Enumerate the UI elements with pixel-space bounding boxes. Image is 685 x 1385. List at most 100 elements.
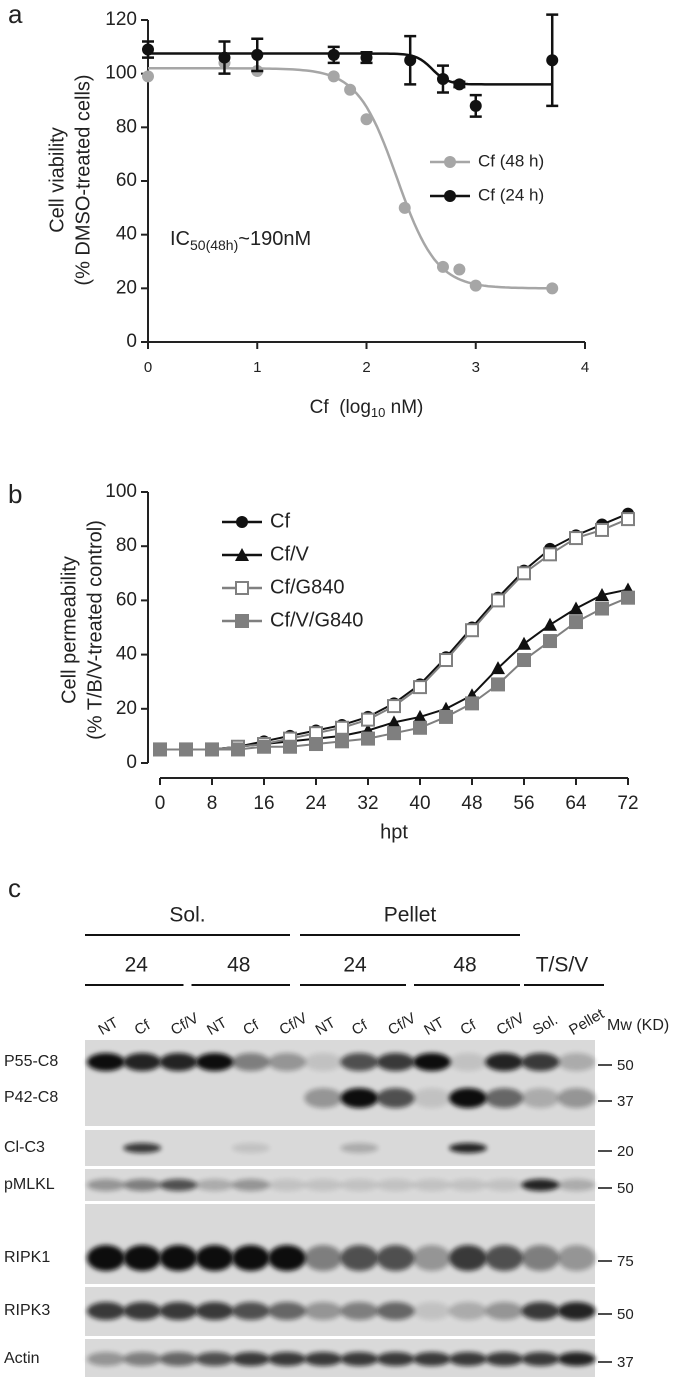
band [123,1352,162,1366]
band [195,1245,234,1271]
band [557,1179,596,1191]
x-tick-label: 72 [617,793,638,814]
x-tick-label: 0 [144,359,152,376]
marker [218,51,231,64]
marker [335,734,349,749]
marker [360,51,373,64]
marker [543,634,557,649]
blot-strip [85,1169,596,1201]
marker [360,113,373,126]
band [557,1245,596,1271]
marker [453,78,466,91]
x-axis-label-part: Cf (log [310,397,371,418]
marker [621,512,635,527]
band [231,1352,270,1366]
marker [387,699,401,714]
x-axis-label-part: 10 [371,405,385,420]
band [376,1053,415,1071]
y-tick-label: 100 [105,481,137,502]
legend-marker [235,581,249,595]
band [304,1302,343,1320]
x-tick-label: 1 [253,359,261,376]
subgroup-label: 48 [453,954,476,977]
band [340,1143,379,1153]
row-label: P55-C8 [4,1053,58,1070]
marker [231,742,245,757]
band [412,1302,451,1320]
row-label: pMLKL [4,1176,55,1193]
annotation-part: ~190nM [238,228,311,250]
band [159,1245,198,1271]
mw-label: 37 [617,1354,634,1371]
legend-label: Cf (24 h) [478,185,544,204]
legend-label: Cf/V [270,543,310,565]
marker [404,54,417,67]
marker [327,70,340,83]
x-tick-label: 64 [565,793,587,814]
subgroup-label: 24 [343,954,367,977]
marker [142,70,154,83]
y-tick-label: 40 [116,224,137,245]
marker [491,677,505,692]
marker [413,720,427,735]
mw-header: Mw (KD) [607,1017,669,1034]
band [268,1179,306,1191]
band [304,1352,343,1366]
x-tick-label: 24 [305,793,327,814]
marker [153,742,167,757]
extra-label: T/S/V [536,954,589,977]
marker [595,587,609,601]
band [521,1179,560,1191]
marker [335,720,349,735]
row-label: Cl-C3 [4,1139,45,1156]
marker [413,680,427,695]
panel-label: c [8,873,21,903]
marker [569,615,583,630]
lane-label: Cf [349,1016,371,1039]
y-tick-label: 0 [126,752,137,773]
band [87,1352,125,1366]
lane-label: NT [95,1014,121,1039]
row-label: P42-C8 [4,1089,58,1106]
band [195,1053,234,1071]
band [231,1143,270,1153]
marker [465,623,479,638]
marker [398,201,411,214]
y-tick-label: 20 [116,277,137,298]
legend-marker [236,516,248,528]
band [268,1245,306,1271]
marker [453,263,466,276]
band [268,1053,306,1071]
marker [517,636,531,650]
blot-strip [85,1339,596,1377]
band [231,1179,270,1191]
lane-label: Sol. [530,1011,561,1039]
lane-label: Cf [240,1016,262,1039]
band [485,1179,524,1191]
mw-label: 20 [617,1143,634,1160]
marker [436,260,449,273]
marker [283,739,297,754]
band [304,1179,343,1191]
group-label: Pellet [384,904,437,927]
band [449,1352,487,1366]
marker [361,731,375,746]
band [87,1053,125,1071]
band [376,1245,415,1271]
strip-background [85,1204,595,1284]
band [485,1302,524,1320]
band [159,1179,198,1191]
band [412,1179,451,1191]
marker [465,696,479,711]
band [123,1143,162,1153]
marker [517,653,531,668]
band [304,1053,343,1071]
lane-label: Pellet [566,1005,608,1039]
marker [469,279,482,292]
blot-strip [85,1040,596,1126]
x-tick-label: 32 [357,793,378,814]
marker [546,282,559,295]
band [340,1179,379,1191]
band [195,1302,234,1320]
